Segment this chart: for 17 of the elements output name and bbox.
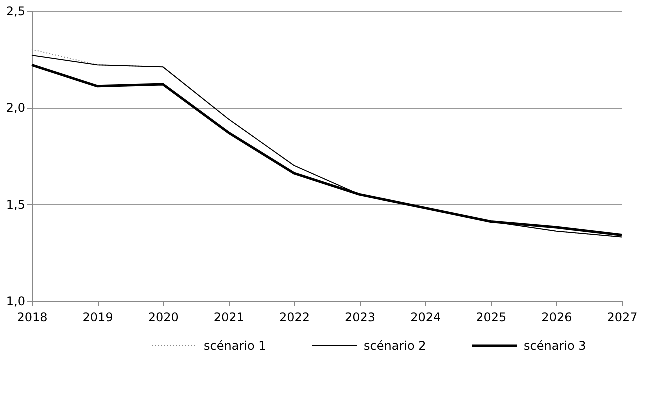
x-tick-label: 2021 bbox=[214, 310, 244, 324]
legend-label: scénario 3 bbox=[524, 339, 586, 353]
x-tick-label: 2019 bbox=[82, 310, 114, 324]
x-tick-label: 2026 bbox=[542, 310, 572, 324]
x-tick-label: 2022 bbox=[279, 310, 310, 324]
x-tick-label: 2024 bbox=[410, 310, 442, 324]
y-tick-label: 2,0 bbox=[6, 101, 26, 116]
x-tick-label: 2027 bbox=[607, 310, 638, 324]
legend-label: scénario 2 bbox=[364, 339, 426, 353]
x-tick-label: 2025 bbox=[476, 310, 507, 324]
x-tick-label: 2020 bbox=[148, 310, 179, 324]
legend-label: scénario 1 bbox=[204, 339, 266, 353]
x-tick-label: 2023 bbox=[345, 310, 376, 324]
y-tick-label: 1,5 bbox=[6, 198, 26, 212]
y-tick-label: 1,0 bbox=[6, 294, 26, 308]
x-tick-label: 2018 bbox=[17, 310, 48, 324]
y-tick-label: 2,5 bbox=[6, 4, 26, 18]
